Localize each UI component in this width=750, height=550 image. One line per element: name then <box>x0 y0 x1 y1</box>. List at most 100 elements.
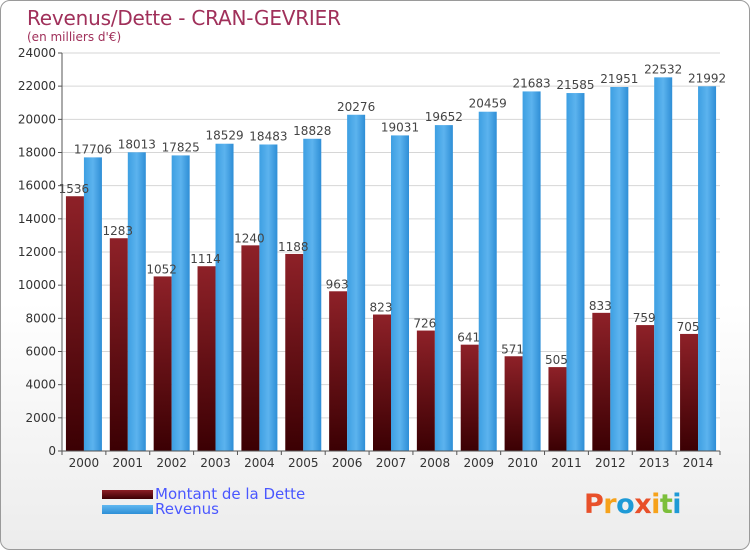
bar-debt <box>592 312 611 451</box>
data-label-revenue: 17706 <box>74 142 112 156</box>
data-label-debt: 641 <box>457 331 480 345</box>
x-tick-label: 2009 <box>463 456 494 470</box>
y-tick-label: 14000 <box>18 212 56 226</box>
axis-layer: 0 2000 4000 6000 8000 10000 12000 14000 16000 180… <box>18 46 721 470</box>
y-tick-label: 6000 <box>25 345 56 359</box>
data-label-debt: 833 <box>589 299 612 313</box>
chart-title: Revenus/Dette - CRAN-GEVRIER <box>27 6 341 30</box>
bar-debt <box>373 314 391 451</box>
x-tick-label: 2013 <box>639 456 670 470</box>
x-tick-label: 2004 <box>244 456 275 470</box>
x-tick-label: 2000 <box>69 456 100 470</box>
data-label-debt: 759 <box>633 311 656 325</box>
data-label-revenue: 20459 <box>469 97 507 111</box>
bar-debt <box>109 238 128 451</box>
bar-debt <box>636 325 655 451</box>
bar-debt <box>548 367 567 451</box>
legend-swatch-revenue <box>102 505 153 514</box>
logo-letter: x <box>634 489 652 520</box>
data-label-debt: 1052 <box>146 262 177 276</box>
x-tick-label: 2007 <box>376 456 407 470</box>
bar-debt <box>241 245 260 451</box>
legend-label-debt: Montant de la Dette <box>155 485 306 503</box>
y-tick-label: 16000 <box>18 179 56 193</box>
proxiti-logo: Proxiti <box>584 489 682 520</box>
x-tick-label: 2005 <box>288 456 319 470</box>
bar-revenue <box>698 86 717 452</box>
bar-revenue <box>171 155 190 451</box>
bar-revenue <box>566 93 585 451</box>
bar-revenue <box>127 152 146 451</box>
bar-layer <box>65 77 717 452</box>
logo-letter: o <box>616 489 635 520</box>
bar-revenue <box>610 86 629 451</box>
logo-letter: i <box>672 489 682 520</box>
data-label-debt: 1283 <box>103 224 134 238</box>
x-tick-label: 2012 <box>595 456 626 470</box>
bar-debt <box>153 276 172 451</box>
x-tick-label: 2006 <box>332 456 363 470</box>
data-label-revenue: 20276 <box>337 100 375 114</box>
data-label-debt: 705 <box>677 320 700 334</box>
logo-letter: r <box>603 489 617 520</box>
x-tick-label: 2008 <box>420 456 451 470</box>
y-tick-label: 20000 <box>18 112 56 126</box>
bar-debt <box>65 196 84 451</box>
bar-revenue <box>83 157 102 452</box>
chart-subtitle: (en milliers d'€) <box>27 30 122 44</box>
data-label-revenue: 18828 <box>293 124 331 138</box>
bar-revenue <box>259 144 278 452</box>
logo-letter: t <box>659 489 673 520</box>
x-tick-label: 2002 <box>156 456 187 470</box>
bar-debt <box>460 344 479 451</box>
data-label-revenue: 21992 <box>688 71 726 85</box>
data-label-revenue: 19031 <box>381 120 419 134</box>
logo-letter: i <box>651 489 660 520</box>
y-tick-label: 24000 <box>18 46 56 60</box>
y-tick-label: 8000 <box>25 311 56 325</box>
y-tick-label: 18000 <box>18 146 56 160</box>
y-tick-label: 12000 <box>18 245 56 259</box>
data-label-revenue: 18529 <box>205 129 243 143</box>
data-label-revenue: 22532 <box>644 62 682 76</box>
data-label-revenue: 21683 <box>513 76 551 90</box>
data-label-debt: 571 <box>501 342 524 356</box>
y-tick-label: 2000 <box>25 411 56 425</box>
bar-revenue <box>522 91 541 451</box>
x-tick-label: 2010 <box>507 456 538 470</box>
x-tick-label: 2011 <box>551 456 582 470</box>
data-label-revenue: 17825 <box>162 140 200 154</box>
x-tick-label: 2001 <box>113 456 144 470</box>
bar-revenue <box>347 114 366 451</box>
bar-revenue <box>478 111 497 451</box>
data-label-debt: 1536 <box>59 182 90 196</box>
data-label-debt: 505 <box>545 353 568 367</box>
bar-debt <box>504 356 523 451</box>
data-label-revenue: 21585 <box>556 78 594 92</box>
x-tick-label: 2014 <box>683 456 714 470</box>
legend-label-revenue: Revenus <box>155 500 219 518</box>
bar-revenue <box>215 143 234 451</box>
bar-revenue <box>391 135 409 451</box>
bar-debt <box>329 291 348 451</box>
x-tick-label: 2003 <box>200 456 231 470</box>
bar-debt <box>197 266 216 451</box>
label-layer: 1536 17706 1283 18013 1052 17825 1114 18529 1240… <box>59 62 727 367</box>
bar-revenue <box>303 138 322 452</box>
logo-letter: P <box>584 489 604 520</box>
bar-debt <box>416 330 435 451</box>
data-label-revenue: 18013 <box>118 137 156 151</box>
data-label-debt: 1240 <box>234 231 265 245</box>
data-label-debt: 1114 <box>190 252 221 266</box>
data-label-debt: 963 <box>326 277 349 291</box>
y-tick-label: 22000 <box>18 79 56 93</box>
bar-debt <box>680 333 699 451</box>
data-label-revenue: 19652 <box>425 110 463 124</box>
bar-revenue <box>654 77 673 451</box>
data-label-debt: 726 <box>413 317 436 331</box>
data-label-revenue: 18483 <box>249 129 287 143</box>
y-tick-label: 4000 <box>25 378 56 392</box>
bar-debt <box>285 253 304 451</box>
